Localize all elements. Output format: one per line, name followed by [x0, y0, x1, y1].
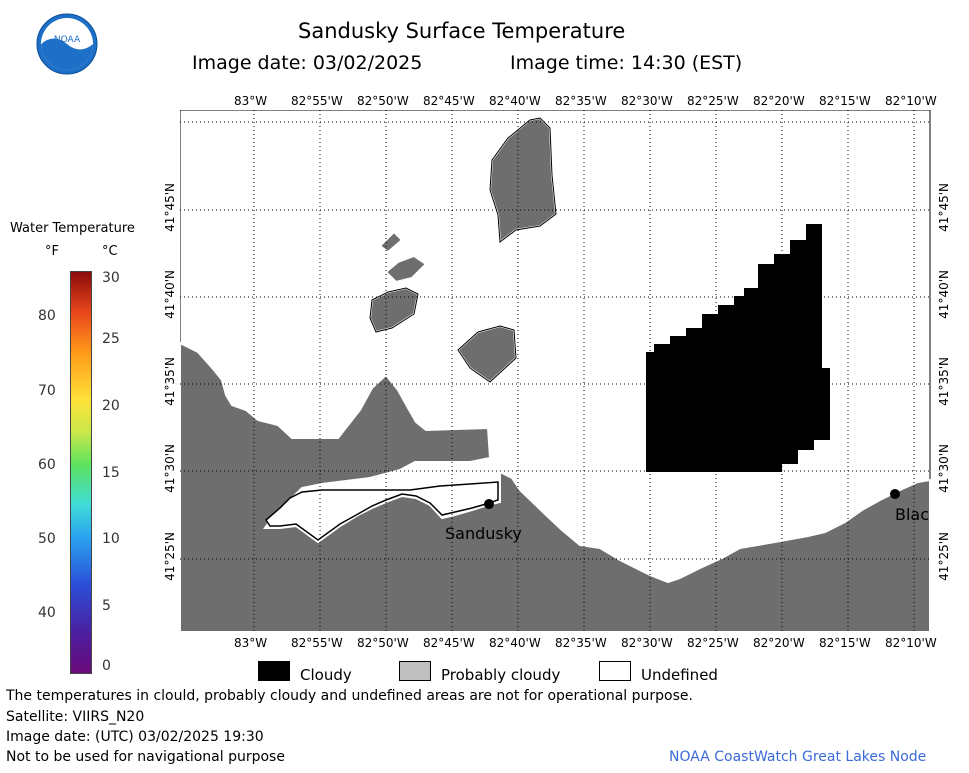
footer-utc-date: Image date: (UTC) 03/02/2025 19:30	[6, 729, 264, 745]
lon-tick-bottom: 82°55'W	[291, 636, 343, 650]
sandusky-bay	[265, 481, 499, 541]
lon-tick-top: 82°30'W	[621, 94, 673, 108]
blac-marker	[890, 489, 900, 499]
footer-note: The temperatures in clould, probably clo…	[6, 688, 693, 704]
colorbar	[70, 271, 92, 674]
place-label-blac: Blac	[895, 505, 930, 524]
lat-tick-left: 41°30'N	[163, 444, 177, 493]
land-mainland	[180, 341, 931, 632]
footer-satellite: Satellite: VIIRS_N20	[6, 709, 145, 725]
logo-text: NOAA	[54, 35, 81, 45]
legend-swatch-probably-cloudy	[399, 661, 431, 681]
colorbar-c-tick: 30	[102, 270, 120, 286]
lat-tick-right: 41°25'N	[937, 532, 951, 581]
colorbar-f-tick: 70	[38, 383, 56, 399]
legend-swatch-undefined	[599, 661, 631, 681]
lat-tick-right: 41°35'N	[937, 357, 951, 406]
lat-tick-left: 41°45'N	[163, 183, 177, 232]
graticule	[180, 110, 930, 632]
lon-tick-bottom: 82°20'W	[753, 636, 805, 650]
lon-tick-bottom: 82°50'W	[357, 636, 409, 650]
colorbar-title: Water Temperature	[10, 221, 135, 236]
lon-tick-bottom: 82°40'W	[489, 636, 541, 650]
lon-tick-bottom: 82°35'W	[555, 636, 607, 650]
lon-tick-bottom: 82°30'W	[621, 636, 673, 650]
lon-tick-bottom: 82°15'W	[819, 636, 871, 650]
lon-tick-top: 82°25'W	[687, 94, 739, 108]
colorbar-unit-f: °F	[45, 244, 59, 259]
image-date: Image date: 03/02/2025	[192, 52, 423, 74]
lon-tick-top: 82°10'W	[885, 94, 937, 108]
colorbar-c-tick: 15	[102, 465, 120, 481]
lon-tick-top: 82°20'W	[753, 94, 805, 108]
colorbar-c-tick: 20	[102, 398, 120, 414]
lon-tick-top: 82°55'W	[291, 94, 343, 108]
noaa-logo: NOAA	[36, 13, 98, 75]
legend-label-undefined: Undefined	[641, 666, 718, 684]
image-time: Image time: 14:30 (EST)	[510, 52, 743, 74]
map-panel	[180, 110, 931, 632]
lat-tick-right: 41°40'N	[937, 270, 951, 319]
lon-tick-bottom: 82°25'W	[687, 636, 739, 650]
place-label-sandusky: Sandusky	[445, 524, 522, 543]
lon-tick-top: 82°15'W	[819, 94, 871, 108]
lon-tick-top: 82°45'W	[423, 94, 475, 108]
footer-nav-warning: Not to be used for navigational purpose	[6, 749, 285, 765]
colorbar-c-tick: 0	[102, 658, 111, 674]
lon-tick-top: 82°40'W	[489, 94, 541, 108]
colorbar-f-tick: 60	[38, 457, 56, 473]
lat-tick-left: 41°35'N	[163, 357, 177, 406]
lat-tick-right: 41°30'N	[937, 444, 951, 493]
sandusky-marker	[484, 499, 494, 509]
colorbar-c-tick: 10	[102, 531, 120, 547]
legend-label-cloudy: Cloudy	[300, 666, 352, 684]
colorbar-c-tick: 25	[102, 331, 120, 347]
lat-tick-right: 41°45'N	[937, 183, 951, 232]
lon-tick-top: 83°W	[234, 94, 268, 108]
cloud-block	[646, 224, 830, 472]
colorbar-c-tick: 5	[102, 598, 111, 614]
island-small-2	[384, 254, 428, 284]
lon-tick-bottom: 82°10'W	[885, 636, 937, 650]
lon-tick-top: 82°35'W	[555, 94, 607, 108]
colorbar-unit-c: °C	[102, 244, 118, 259]
footer-credit: NOAA CoastWatch Great Lakes Node	[669, 749, 927, 765]
map-title: Sandusky Surface Temperature	[298, 19, 626, 43]
colorbar-f-tick: 40	[38, 605, 56, 621]
legend-swatch-cloudy	[258, 661, 290, 681]
colorbar-f-tick: 50	[38, 531, 56, 547]
colorbar-f-tick: 80	[38, 308, 56, 324]
lon-tick-bottom: 82°45'W	[423, 636, 475, 650]
lon-tick-bottom: 83°W	[234, 636, 268, 650]
legend-label-probably-cloudy: Probably cloudy	[441, 666, 561, 684]
lon-tick-top: 82°50'W	[357, 94, 409, 108]
lat-tick-left: 41°25'N	[163, 532, 177, 581]
lat-tick-left: 41°40'N	[163, 270, 177, 319]
